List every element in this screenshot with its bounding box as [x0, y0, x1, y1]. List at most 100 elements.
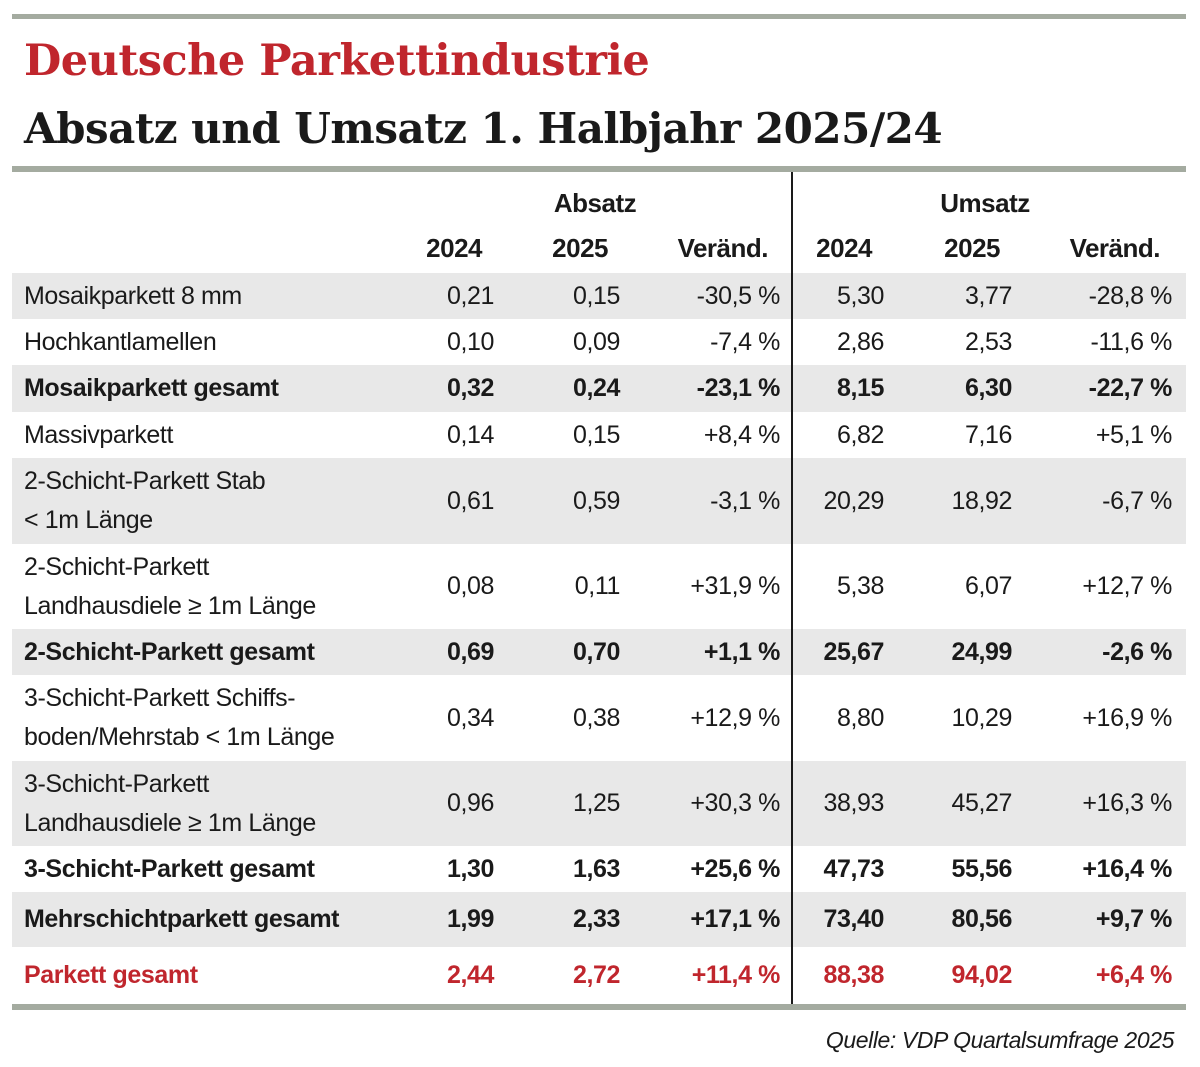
cell-absatz-2025: 0,09 — [572, 327, 620, 356]
cell-absatz-2024: 0,69 — [446, 637, 494, 666]
cell-umsatz-2025: 3,77 — [964, 281, 1012, 310]
row-label: 3-Schicht-Parkett gesamt — [24, 854, 315, 883]
cell-umsatz-change: +16,3 % — [1082, 789, 1172, 817]
cell-umsatz-2025: 45,27 — [951, 789, 1012, 817]
cell-absatz-2024: 1,99 — [446, 905, 494, 933]
cell-umsatz-change: +16,9 % — [1082, 703, 1172, 732]
cell-absatz-change: +30,3 % — [690, 789, 780, 817]
page-subtitle: Absatz und Umsatz 1. Halbjahr 2025/24 — [24, 104, 943, 153]
table-row: 3-Schicht-Parkett gesamt 1,30 1,63 +25,6 % 4… — [12, 846, 1186, 892]
cell-umsatz-change: +5,1 % — [1095, 420, 1173, 449]
cell-absatz-2024: 0,96 — [446, 789, 494, 817]
table-row: 3-Schicht-Parkett Schiffs- boden/Mehrsta… — [12, 675, 1186, 761]
cell-absatz-change: +11,4 % — [691, 961, 781, 989]
source-note: Quelle: VDP Quartalsumfrage 2025 — [825, 1027, 1175, 1053]
cell-umsatz-change: -2,6 % — [1102, 637, 1172, 666]
cell-umsatz-2024: 25,67 — [823, 637, 884, 666]
cell-umsatz-2024: 73,40 — [823, 905, 884, 933]
table-row: 2-Schicht-Parkett Landhausdiele ≥ 1m Län… — [12, 544, 1186, 629]
cell-absatz-2024: 0,32 — [446, 374, 494, 402]
cell-absatz-2024: 2,44 — [446, 961, 494, 989]
cell-umsatz-2025: 7,16 — [964, 420, 1012, 449]
page-title: Deutsche Parkettindustrie — [24, 36, 650, 86]
cell-absatz-change: +1,1 % — [703, 637, 781, 666]
row-label: 2-Schicht-Parkett gesamt — [24, 637, 315, 666]
cell-umsatz-2024: 8,80 — [836, 703, 884, 732]
table-row: 2-Schicht-Parkett Stab < 1m Länge 0,61 0,5… — [12, 458, 1186, 544]
column-header-umsatz-change: Veränd. — [1069, 233, 1161, 263]
cell-umsatz-2025: 2,53 — [964, 327, 1012, 356]
cell-umsatz-2025: 80,56 — [951, 905, 1012, 933]
row-label: Mosaikparkett 8 mm — [24, 281, 242, 310]
cell-absatz-2024: 1,30 — [446, 854, 494, 883]
cell-absatz-2025: 0,15 — [572, 281, 620, 310]
cell-absatz-change: -3,1 % — [710, 486, 780, 515]
cell-absatz-2025: 1,63 — [572, 854, 620, 883]
cell-absatz-2025: 2,33 — [572, 905, 620, 933]
table-row: Massivparkett 0,14 0,15 +8,4 % 6,82 7,16 +5,1 … — [12, 412, 1186, 458]
cell-umsatz-2025: 6,30 — [964, 374, 1012, 402]
cell-absatz-2025: 0,15 — [572, 420, 620, 449]
row-label: 3-Schicht-Parkett Schiffs- boden/Mehrsta… — [24, 684, 335, 751]
cell-absatz-2025: 0,38 — [572, 703, 620, 732]
cell-absatz-change: +25,6 % — [690, 854, 780, 883]
group-header-umsatz: Umsatz — [940, 188, 1030, 218]
cell-umsatz-2024: 5,38 — [836, 572, 884, 600]
cell-umsatz-2024: 2,86 — [836, 327, 884, 356]
cell-absatz-2024: 0,14 — [446, 420, 494, 449]
footer-rule — [12, 1004, 1186, 1010]
cell-umsatz-2025: 94,02 — [951, 961, 1012, 989]
cell-umsatz-2024: 20,29 — [823, 486, 884, 515]
cell-absatz-change: +31,9 % — [690, 572, 780, 600]
cell-umsatz-2025: 6,07 — [964, 572, 1012, 600]
cell-absatz-change: +12,9 % — [690, 703, 780, 732]
cell-absatz-2024: 0,34 — [446, 703, 494, 732]
cell-absatz-2025: 1,25 — [572, 789, 620, 817]
column-divider — [791, 172, 793, 1004]
cell-umsatz-change: -11,6 % — [1090, 327, 1172, 356]
column-header-absatz-2024: 2024 — [426, 233, 482, 263]
cell-absatz-2025: 2,72 — [572, 961, 620, 989]
column-header-umsatz-2024: 2024 — [816, 233, 872, 263]
cell-absatz-2025: 0,70 — [572, 637, 620, 666]
cell-umsatz-change: -28,8 % — [1088, 281, 1173, 310]
cell-umsatz-2024: 5,30 — [836, 281, 884, 310]
table-row: Hochkantlamellen 0,10 0,09 -7,4 % 2,86 2,53 -1… — [12, 319, 1186, 365]
column-header-absatz-2025: 2025 — [552, 233, 608, 263]
row-label: Hochkantlamellen — [24, 327, 217, 356]
cell-absatz-2025: 0,11 — [574, 572, 621, 600]
cell-absatz-change: -30,5 % — [696, 281, 781, 310]
cell-umsatz-2024: 6,82 — [836, 420, 884, 449]
table-row: 2-Schicht-Parkett gesamt 0,69 0,70 +1,1 % 25… — [12, 629, 1186, 675]
table-row: 3-Schicht-Parkett Landhausdiele ≥ 1m Län… — [12, 761, 1186, 846]
cell-umsatz-2024: 47,73 — [823, 854, 884, 883]
row-label: 2-Schicht-Parkett Landhausdiele ≥ 1m Län… — [24, 552, 316, 620]
row-label: 3-Schicht-Parkett Landhausdiele ≥ 1m Län… — [24, 769, 316, 837]
cell-absatz-2025: 0,59 — [572, 486, 620, 515]
cell-umsatz-2024: 88,38 — [823, 961, 884, 989]
cell-absatz-2024: 0,08 — [446, 572, 494, 600]
cell-umsatz-change: +6,4 % — [1095, 961, 1173, 989]
column-header-umsatz-2025: 2025 — [944, 233, 1000, 263]
row-label: Mosaikparkett gesamt — [24, 374, 279, 402]
cell-umsatz-change: +12,7 % — [1082, 572, 1172, 600]
table-row: Mehrschichtparkett gesamt 1,99 2,33 +17,1 %… — [12, 892, 1186, 947]
row-label: Mehrschichtparkett gesamt — [24, 905, 340, 933]
cell-umsatz-change: -22,7 % — [1088, 374, 1173, 402]
column-header-absatz-change: Veränd. — [677, 233, 769, 263]
cell-absatz-change: +8,4 % — [703, 420, 781, 449]
cell-absatz-change: +17,1 % — [690, 905, 780, 933]
cell-umsatz-2025: 18,92 — [951, 486, 1012, 515]
top-rule — [12, 14, 1186, 19]
cell-absatz-2024: 0,21 — [446, 281, 494, 310]
row-label: Parkett gesamt — [24, 961, 198, 989]
group-header-absatz: Absatz — [553, 188, 637, 218]
cell-umsatz-2024: 38,93 — [823, 789, 884, 817]
row-label: Massivparkett — [24, 420, 174, 449]
cell-umsatz-2025: 55,56 — [951, 854, 1012, 883]
cell-absatz-change: -23,1 % — [696, 374, 781, 402]
cell-absatz-2025: 0,24 — [572, 374, 620, 402]
cell-umsatz-change: +9,7 % — [1095, 905, 1173, 933]
cell-absatz-2024: 0,61 — [446, 486, 494, 515]
header-rule — [12, 166, 1186, 172]
